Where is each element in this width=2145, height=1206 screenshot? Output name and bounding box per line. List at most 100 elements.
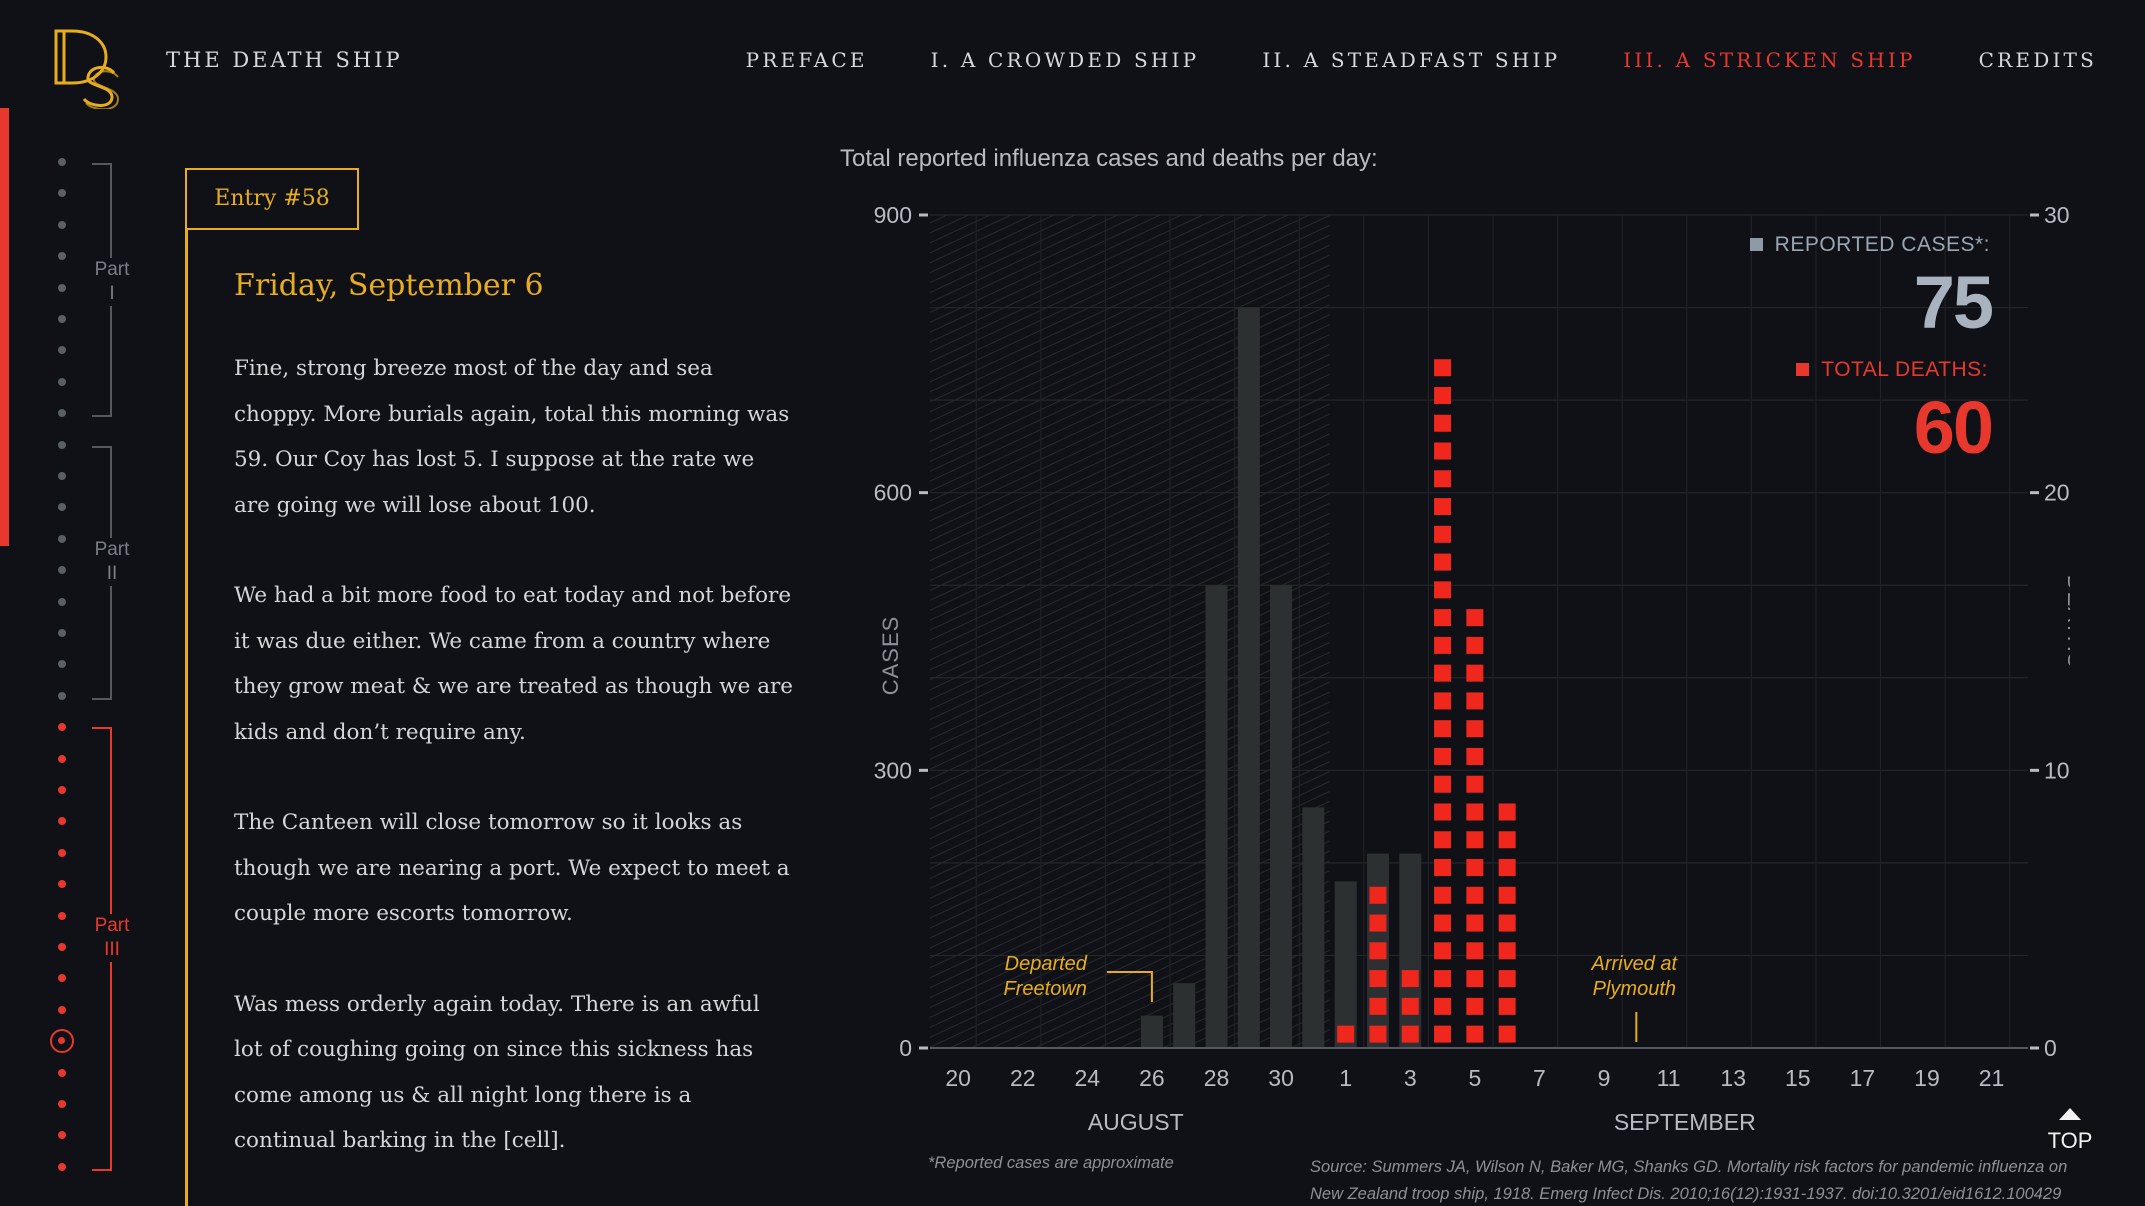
- entry-dot[interactable]: [58, 252, 66, 261]
- entry-dot[interactable]: [58, 220, 66, 229]
- part-1-link[interactable]: Part I: [80, 258, 144, 306]
- entry-dot[interactable]: [58, 1100, 66, 1108]
- part-2-numeral: II: [106, 563, 118, 584]
- death-square: [1498, 886, 1516, 904]
- part-3-label: Part: [94, 915, 130, 936]
- entry-dot[interactable]: [58, 503, 66, 512]
- entry-dot[interactable]: [58, 629, 66, 637]
- departed-annotation-text: Freetown: [1004, 978, 1087, 1000]
- death-square: [1498, 970, 1516, 988]
- cases-bar: [1237, 307, 1260, 1048]
- entry-dot[interactable]: [58, 409, 66, 418]
- x-tick-label: 5: [1468, 1065, 1481, 1091]
- part-2-link[interactable]: Part II: [80, 538, 144, 586]
- entry-paragraph: Was mess orderly again today. There is a…: [234, 991, 760, 1154]
- entry-dot[interactable]: [58, 189, 66, 198]
- deaths-counter-value: 60: [1913, 386, 1994, 469]
- nav-steadfast-ship[interactable]: II. A STEADFAST SHIP: [1262, 48, 1561, 72]
- entry-dot[interactable]: [58, 943, 66, 951]
- entry-dot[interactable]: [58, 1068, 66, 1077]
- logo[interactable]: [50, 25, 126, 109]
- current-entry-dot[interactable]: [50, 1029, 74, 1054]
- back-to-top-button[interactable]: TOP: [2040, 1108, 2100, 1154]
- back-to-top-label: TOP: [2047, 1128, 2093, 1153]
- entry-dot[interactable]: [58, 1005, 66, 1014]
- x-tick-label: 28: [1204, 1065, 1230, 1091]
- death-square: [1498, 997, 1516, 1015]
- entry-dot[interactable]: [58, 566, 66, 575]
- x-tick-label: 19: [1914, 1065, 1940, 1091]
- y-left-tick-label: 600: [874, 480, 912, 506]
- entry-dot[interactable]: [58, 911, 66, 920]
- entry-dot[interactable]: [58, 723, 66, 732]
- death-square: [1434, 553, 1452, 571]
- site-title[interactable]: THE DEATH SHIP: [166, 48, 403, 72]
- death-square: [1498, 914, 1516, 932]
- death-square: [1434, 442, 1452, 460]
- death-square: [1434, 970, 1452, 988]
- cases-counter-value: 75: [1913, 261, 1994, 344]
- death-square: [1466, 970, 1484, 988]
- entry-dot[interactable]: [58, 534, 66, 543]
- death-square: [1466, 859, 1484, 877]
- cases-bar: [1140, 1015, 1163, 1048]
- death-square: [1369, 914, 1387, 932]
- entry-dot[interactable]: [58, 1162, 66, 1171]
- entry-paragraph: Fine, strong breeze most of the day and …: [234, 356, 790, 518]
- death-square: [1434, 942, 1452, 960]
- part-3-numeral: III: [104, 939, 120, 960]
- entry-dot[interactable]: [58, 283, 66, 292]
- main-nav: PREFACE I. A CROWDED SHIP II. A STEADFAS…: [746, 48, 2097, 72]
- reading-progress-bar: [0, 108, 9, 546]
- entry-dot[interactable]: [58, 377, 66, 386]
- x-tick-label: 13: [1720, 1065, 1746, 1091]
- entry-dot[interactable]: [58, 440, 66, 449]
- death-square: [1466, 803, 1484, 821]
- entry-dot[interactable]: [58, 974, 66, 983]
- x-tick-label: 30: [1268, 1065, 1294, 1091]
- death-square: [1498, 803, 1516, 821]
- entry-dot[interactable]: [58, 880, 66, 889]
- entry-dot[interactable]: [58, 472, 66, 480]
- nav-crowded-ship[interactable]: I. A CROWDED SHIP: [930, 48, 1200, 72]
- death-square: [1466, 886, 1484, 904]
- death-square: [1466, 775, 1484, 793]
- death-square: [1466, 914, 1484, 932]
- death-square: [1466, 636, 1484, 654]
- death-square: [1369, 886, 1387, 904]
- chart-title: Total reported influenza cases and death…: [840, 145, 1378, 172]
- death-square: [1434, 775, 1452, 793]
- entry-dot[interactable]: [58, 660, 66, 669]
- x-tick-label: 20: [945, 1065, 971, 1091]
- cases-bar: [1173, 983, 1196, 1048]
- nav-preface[interactable]: PREFACE: [745, 48, 868, 72]
- entry-dot[interactable]: [58, 346, 66, 355]
- death-square: [1466, 664, 1484, 682]
- entry-date: Friday, September 6: [234, 268, 544, 303]
- death-square: [1466, 831, 1484, 849]
- entry-dot[interactable]: [58, 786, 66, 794]
- nav-stricken-ship[interactable]: III. A STRICKEN SHIP: [1623, 48, 1916, 72]
- departed-annotation-line: [1106, 971, 1153, 1002]
- cases-counter-label-text: REPORTED CASES*:: [1774, 233, 1990, 256]
- death-square: [1466, 997, 1484, 1015]
- entry-dot[interactable]: [58, 597, 66, 606]
- entry-dot[interactable]: [58, 691, 66, 700]
- x-tick-label: 17: [1850, 1065, 1876, 1091]
- timeline-line: [185, 228, 188, 1206]
- entry-dot[interactable]: [58, 158, 66, 166]
- entry-dot[interactable]: [58, 315, 66, 323]
- cases-counter-label: REPORTED CASES*:: [1749, 233, 1990, 257]
- part-3-link[interactable]: Part III: [80, 914, 144, 962]
- entry-dot[interactable]: [58, 848, 66, 857]
- entry-dot[interactable]: [58, 754, 66, 763]
- part-1-label: Part: [94, 259, 130, 280]
- entry-dot[interactable]: [58, 1131, 66, 1140]
- entry-paragraph: We had a bit more food to eat today and …: [234, 583, 794, 745]
- cases-bar: [1334, 881, 1357, 1048]
- entry-dot[interactable]: [58, 817, 66, 826]
- cases-bar: [1270, 585, 1293, 1048]
- x-tick-label: 24: [1075, 1065, 1101, 1091]
- death-square: [1466, 1025, 1484, 1043]
- nav-credits[interactable]: CREDITS: [1978, 48, 2097, 72]
